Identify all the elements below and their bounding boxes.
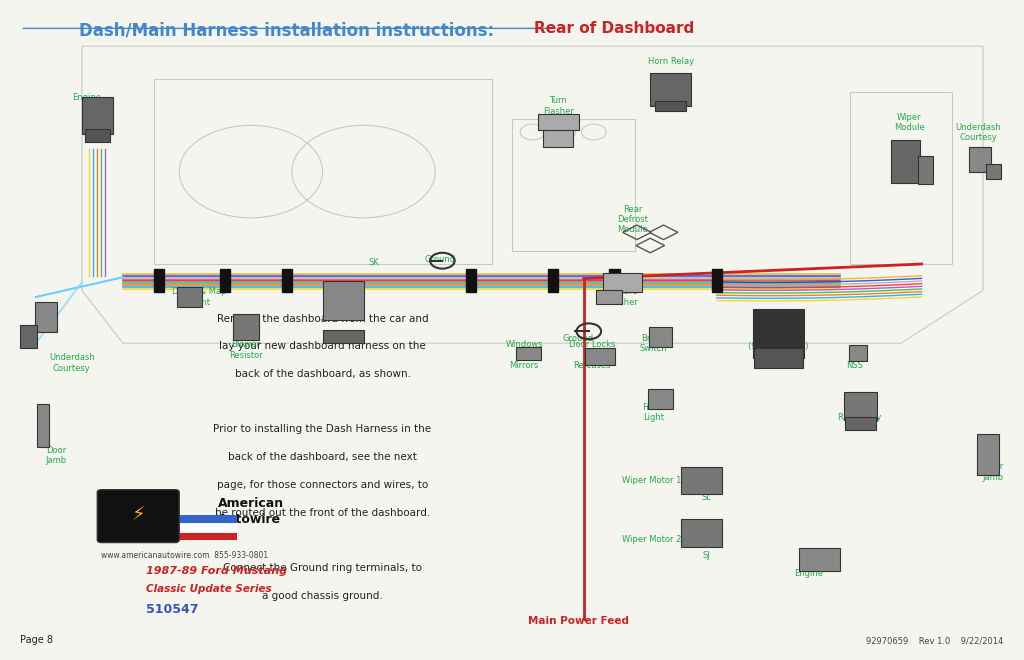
FancyBboxPatch shape	[323, 330, 364, 343]
Bar	[466, 269, 476, 292]
Text: SK: SK	[369, 258, 379, 267]
Text: Rear
Defrost
Module: Rear Defrost Module	[617, 205, 648, 234]
FancyBboxPatch shape	[650, 73, 691, 106]
Text: Wiper
Module: Wiper Module	[894, 113, 925, 132]
FancyBboxPatch shape	[681, 467, 722, 494]
FancyBboxPatch shape	[596, 290, 623, 304]
Text: back of the dashboard, as shown.: back of the dashboard, as shown.	[234, 369, 411, 379]
FancyBboxPatch shape	[891, 140, 920, 183]
Text: 1987-89 Ford Mustang: 1987-89 Ford Mustang	[146, 566, 288, 576]
Text: Ground: Ground	[425, 255, 456, 264]
FancyBboxPatch shape	[37, 404, 49, 447]
Bar	[712, 269, 722, 292]
Bar	[220, 269, 230, 292]
FancyBboxPatch shape	[919, 156, 934, 184]
Text: be routed out the front of the dashboard.: be routed out the front of the dashboard…	[215, 508, 430, 517]
FancyBboxPatch shape	[232, 314, 258, 340]
Text: Ground: Ground	[563, 334, 594, 343]
FancyBboxPatch shape	[754, 348, 803, 368]
Text: Remove the dashboard from the car and: Remove the dashboard from the car and	[217, 314, 428, 323]
Text: Blower
Motor: Blower Motor	[334, 281, 362, 300]
FancyBboxPatch shape	[844, 392, 877, 420]
FancyBboxPatch shape	[648, 389, 674, 409]
FancyBboxPatch shape	[655, 100, 686, 110]
Text: Fuse Box
(90-93 mount): Fuse Box (90-93 mount)	[748, 332, 809, 351]
Bar	[177, 515, 237, 523]
FancyBboxPatch shape	[85, 129, 110, 142]
Bar	[154, 269, 164, 292]
Bar	[548, 269, 558, 292]
FancyBboxPatch shape	[516, 346, 542, 360]
Text: Dash/Main Harness installation instructions:: Dash/Main Harness installation instructi…	[79, 21, 495, 39]
Text: page, for those connectors and wires, to: page, for those connectors and wires, to	[217, 480, 428, 490]
Bar	[177, 533, 237, 540]
Text: American: American	[218, 497, 285, 510]
Bar	[177, 524, 237, 531]
FancyBboxPatch shape	[538, 114, 579, 131]
FancyBboxPatch shape	[681, 519, 722, 547]
FancyBboxPatch shape	[323, 280, 364, 320]
FancyBboxPatch shape	[969, 147, 991, 172]
Bar	[850, 92, 952, 264]
Text: Front
Light: Front Light	[643, 403, 664, 422]
FancyBboxPatch shape	[20, 325, 37, 348]
Text: Rear of Dashboard: Rear of Dashboard	[535, 21, 694, 36]
Text: SL: SL	[701, 492, 712, 502]
Text: Connect the Ground ring terminals, to: Connect the Ground ring terminals, to	[223, 563, 422, 573]
FancyBboxPatch shape	[985, 164, 1001, 179]
Text: lay your new dashboard harness on the: lay your new dashboard harness on the	[219, 341, 426, 351]
FancyBboxPatch shape	[82, 98, 113, 133]
Text: ⚡: ⚡	[131, 506, 145, 524]
FancyBboxPatch shape	[97, 490, 179, 543]
Bar	[512, 119, 635, 251]
Text: Door Locks
and
Releases: Door Locks and Releases	[568, 340, 615, 370]
Text: 92970659    Rev 1.0    9/22/2014: 92970659 Rev 1.0 9/22/2014	[866, 636, 1004, 645]
Bar	[609, 269, 620, 292]
Text: Underdash
Courtesy: Underdash Courtesy	[955, 123, 1000, 142]
FancyBboxPatch shape	[799, 548, 840, 571]
FancyBboxPatch shape	[753, 309, 804, 358]
Text: SJ: SJ	[702, 550, 711, 560]
Text: Brake
Switch: Brake Switch	[639, 334, 668, 353]
Text: Page 8: Page 8	[20, 636, 53, 645]
FancyBboxPatch shape	[649, 327, 672, 346]
Text: Wiper Motor 2: Wiper Motor 2	[622, 535, 681, 544]
Text: Turn
Flasher: Turn Flasher	[543, 96, 573, 116]
FancyBboxPatch shape	[585, 348, 615, 364]
Text: Windows
and
Mirrors: Windows and Mirrors	[506, 340, 543, 370]
Text: Door
Jamb: Door Jamb	[983, 463, 1004, 482]
Text: Classic Update Series: Classic Update Series	[146, 584, 272, 594]
Text: Engine: Engine	[73, 93, 101, 102]
FancyBboxPatch shape	[543, 130, 573, 147]
Text: Engine: Engine	[795, 568, 823, 578]
Text: Hazard
Flasher: Hazard Flasher	[607, 288, 638, 307]
FancyBboxPatch shape	[845, 417, 876, 430]
FancyBboxPatch shape	[977, 434, 999, 475]
Text: Prior to installing the Dash Harness in the: Prior to installing the Dash Harness in …	[213, 424, 432, 434]
Text: Underdash
Courtesy: Underdash Courtesy	[49, 354, 94, 373]
Text: Wiper Motor 1: Wiper Motor 1	[622, 476, 681, 485]
Bar	[282, 269, 292, 292]
FancyBboxPatch shape	[176, 287, 202, 307]
Text: Main Power Feed: Main Power Feed	[528, 616, 629, 626]
Text: Blower
Resistor: Blower Resistor	[229, 341, 262, 360]
Text: Door
Jamb: Door Jamb	[46, 446, 67, 465]
Text: Autowire: Autowire	[218, 513, 282, 526]
Text: NSS: NSS	[847, 360, 863, 370]
FancyBboxPatch shape	[603, 273, 642, 292]
Text: Horn Relay: Horn Relay	[647, 57, 694, 66]
Text: a good chassis ground.: a good chassis ground.	[262, 591, 383, 601]
Text: back of the dashboard, see the next: back of the dashboard, see the next	[228, 452, 417, 462]
Text: Rear Body: Rear Body	[839, 413, 882, 422]
FancyBboxPatch shape	[35, 302, 57, 331]
FancyBboxPatch shape	[849, 345, 867, 361]
Text: Dome & Map
Light: Dome & Map Light	[172, 288, 227, 307]
Text: 510547: 510547	[146, 603, 199, 616]
Text: www.americanautowire.com  855-933-0801: www.americanautowire.com 855-933-0801	[101, 551, 268, 560]
